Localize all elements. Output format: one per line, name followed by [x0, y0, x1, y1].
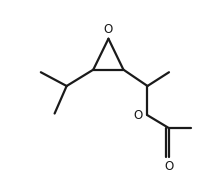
Text: O: O [133, 109, 143, 122]
Text: O: O [164, 160, 174, 172]
Text: O: O [104, 23, 113, 36]
